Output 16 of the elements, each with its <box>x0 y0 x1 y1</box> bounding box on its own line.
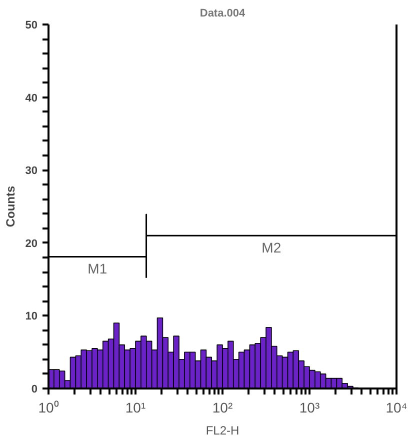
x-tick-label: 10² <box>212 400 233 416</box>
series-label: M1 <box>88 260 108 277</box>
y-tick-label: 50 <box>25 20 38 32</box>
x-tick-label: 10⁴ <box>386 400 408 416</box>
x-tick-label: 10¹ <box>125 400 146 416</box>
y-tick-label: 30 <box>25 165 38 178</box>
y-tick-label: 0 <box>31 384 38 396</box>
y-tick-label: 20 <box>25 238 38 250</box>
x-tick-label: 10⁰ <box>38 400 59 416</box>
series-label: M2 <box>262 240 282 256</box>
y-axis-title: Counts <box>3 186 18 228</box>
y-tick-label: 40 <box>25 92 38 104</box>
y-tick-label: 10 <box>25 310 38 323</box>
x-tick-label: 10³ <box>299 400 320 416</box>
chart-title: Data.004 <box>200 8 246 20</box>
x-axis-title: FL2-H <box>206 424 240 438</box>
